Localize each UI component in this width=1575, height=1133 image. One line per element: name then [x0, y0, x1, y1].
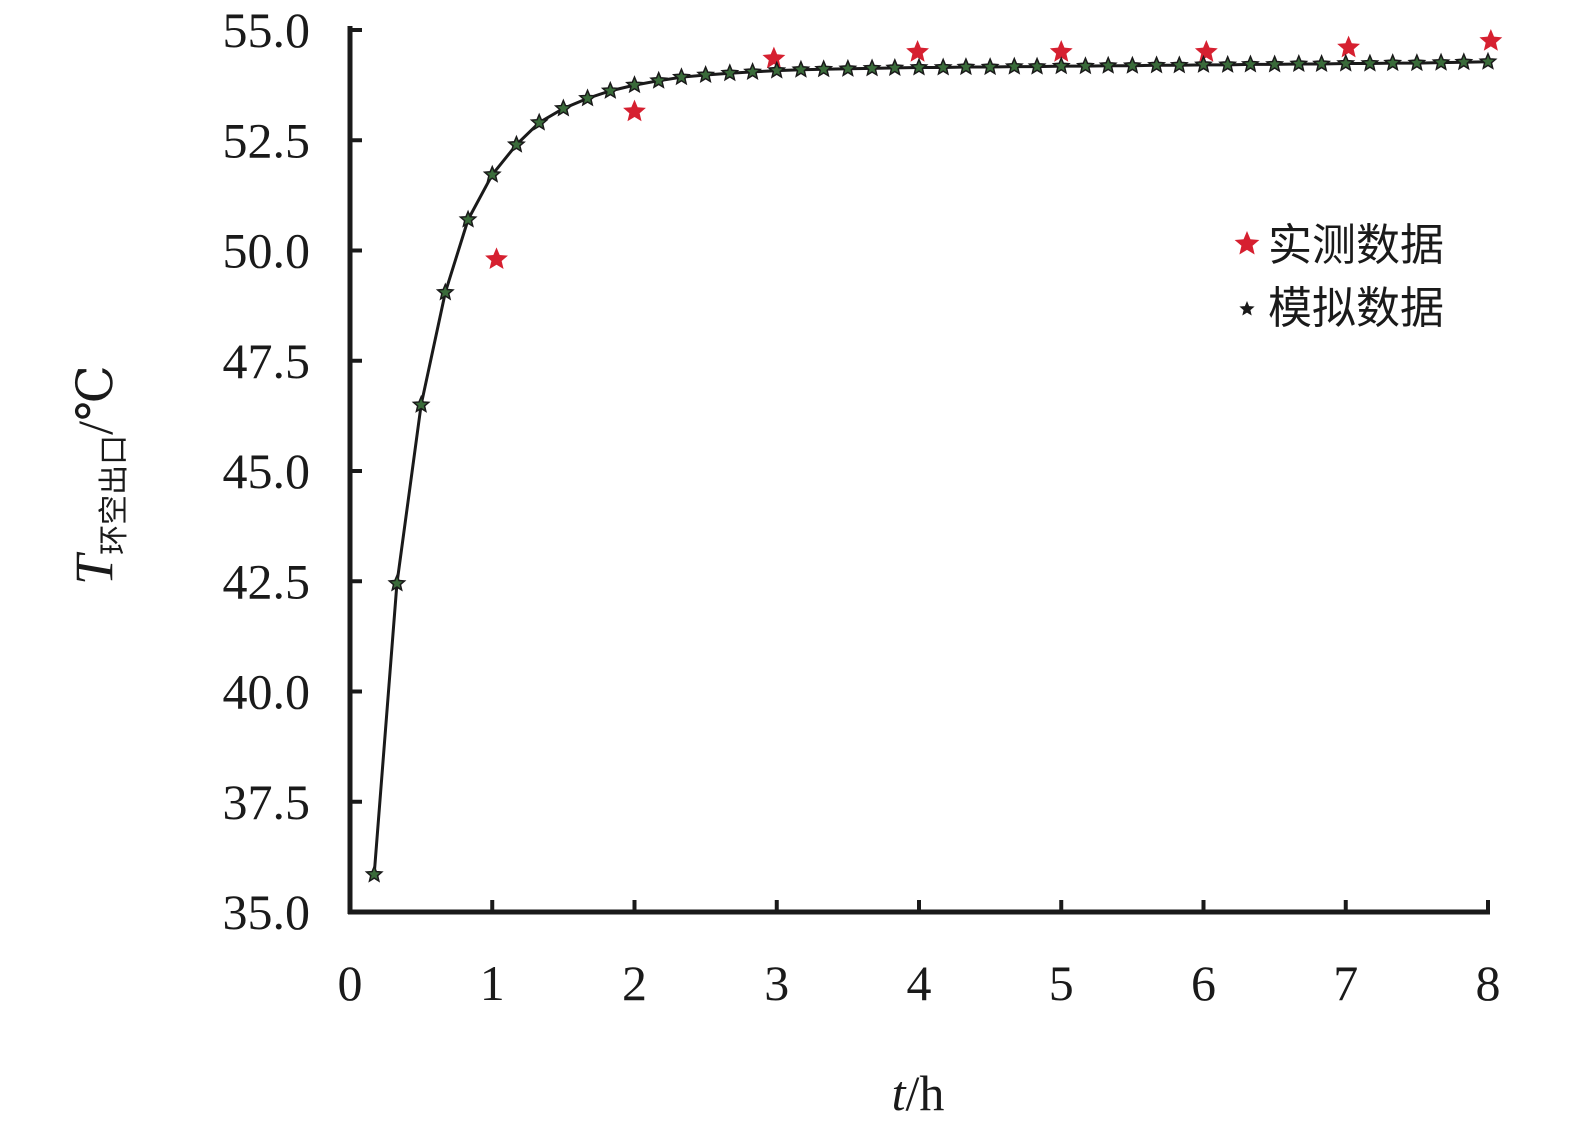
data-point-simulated — [885, 57, 905, 76]
data-point-simulated — [1147, 55, 1167, 74]
data-point-simulated — [458, 209, 478, 228]
data-point-simulated — [1289, 54, 1309, 73]
data-point-simulated — [411, 394, 431, 413]
series-points — [364, 29, 1503, 883]
x-tick-label: 5 — [1049, 955, 1074, 1011]
data-point-simulated — [1218, 54, 1238, 73]
legend-label: 模拟数据 — [1268, 283, 1444, 334]
data-point-simulated — [625, 75, 644, 94]
x-tick-label: 3 — [764, 955, 789, 1011]
data-point-simulated — [956, 57, 976, 76]
data-point-simulated — [649, 70, 669, 89]
data-point-measured — [485, 247, 508, 270]
data-point-simulated — [791, 59, 811, 78]
data-point-simulated — [435, 282, 455, 301]
y-axis-ticks: 35.0 37.5 40.0 42.5 45.0 47.5 50.0 52.5 55.0 — [223, 2, 362, 940]
x-tick-label: 7 — [1333, 955, 1358, 1011]
x-axis-var: t — [892, 1065, 907, 1121]
data-point-simulated — [553, 98, 573, 117]
data-point-simulated — [1122, 55, 1142, 74]
data-point-simulated — [1312, 54, 1332, 73]
data-point-simulated — [1478, 51, 1498, 70]
x-tick-label: 1 — [480, 955, 505, 1011]
legend-marker-simulated — [1239, 301, 1255, 316]
data-point-simulated — [364, 864, 384, 883]
y-axis-subscript: 环空出口 — [97, 435, 132, 555]
data-point-simulated — [529, 112, 549, 131]
axes — [347, 26, 1490, 915]
data-point-measured — [762, 46, 786, 69]
data-point-measured — [1049, 40, 1073, 62]
x-tick-label: 6 — [1191, 955, 1216, 1011]
svg-text:T环空出口/℃: T环空出口/℃ — [64, 365, 132, 585]
data-point-simulated — [1194, 54, 1213, 73]
data-point-simulated — [743, 61, 763, 80]
data-point-simulated — [909, 57, 929, 76]
data-point-simulated — [1383, 53, 1403, 72]
data-point-simulated — [933, 57, 953, 76]
y-tick-label: 35.0 — [223, 884, 311, 940]
data-point-measured — [1194, 40, 1218, 62]
x-axis-title: t/h — [892, 1065, 945, 1121]
data-point-simulated — [1454, 52, 1474, 71]
data-point-simulated — [1098, 55, 1118, 74]
data-point-measured — [1479, 29, 1503, 51]
data-point-simulated — [696, 65, 716, 84]
legend-marker-measured — [1234, 231, 1260, 255]
y-axis-title: T环空出口/℃ — [64, 365, 132, 585]
data-point-simulated — [862, 58, 882, 77]
x-tick-label: 8 — [1476, 955, 1501, 1011]
data-point-simulated — [671, 67, 691, 86]
x-axis-unit: /h — [906, 1065, 945, 1121]
x-tick-label: 4 — [907, 955, 932, 1011]
y-tick-label: 40.0 — [223, 664, 311, 720]
data-point-simulated — [720, 63, 740, 82]
data-point-simulated — [980, 57, 1000, 76]
data-point-simulated — [1431, 52, 1451, 71]
data-point-simulated — [600, 80, 620, 99]
series-lines — [372, 60, 1489, 875]
data-point-simulated — [1027, 56, 1047, 75]
data-point-simulated — [1360, 53, 1380, 72]
data-point-simulated — [1075, 56, 1095, 75]
data-point-simulated — [1004, 56, 1024, 75]
data-point-simulated — [506, 134, 526, 153]
data-point-simulated — [1407, 53, 1427, 72]
y-axis-unit: /℃ — [67, 365, 123, 435]
data-point-simulated — [1265, 54, 1285, 73]
legend-label: 实测数据 — [1268, 220, 1444, 271]
data-point-simulated — [814, 59, 834, 78]
y-axis-var: T — [64, 551, 124, 585]
data-point-measured — [1337, 35, 1361, 58]
data-point-measured — [906, 40, 929, 62]
series-line-2 — [372, 60, 1489, 875]
y-tick-label: 45.0 — [223, 443, 311, 499]
y-tick-label: 42.5 — [223, 553, 311, 609]
y-tick-label: 50.0 — [223, 223, 311, 279]
data-point-simulated — [1051, 56, 1071, 75]
y-tick-label: 55.0 — [223, 2, 311, 58]
y-tick-label: 47.5 — [223, 333, 311, 389]
data-point-simulated — [767, 60, 787, 79]
x-tick-label: 2 — [622, 955, 647, 1011]
data-point-simulated — [1169, 55, 1189, 74]
data-point-simulated — [1240, 54, 1260, 73]
data-point-measured — [623, 99, 646, 122]
data-point-simulated — [482, 164, 502, 183]
y-tick-label: 52.5 — [223, 112, 311, 168]
y-tick-label: 37.5 — [223, 774, 311, 830]
data-point-simulated — [838, 58, 858, 77]
x-axis-ticks: 0 1 2 3 4 5 6 7 8 — [338, 900, 1501, 1011]
data-point-simulated — [387, 573, 407, 592]
x-tick-label: 0 — [338, 955, 363, 1011]
data-point-simulated — [1336, 53, 1356, 72]
data-point-simulated — [578, 88, 598, 107]
